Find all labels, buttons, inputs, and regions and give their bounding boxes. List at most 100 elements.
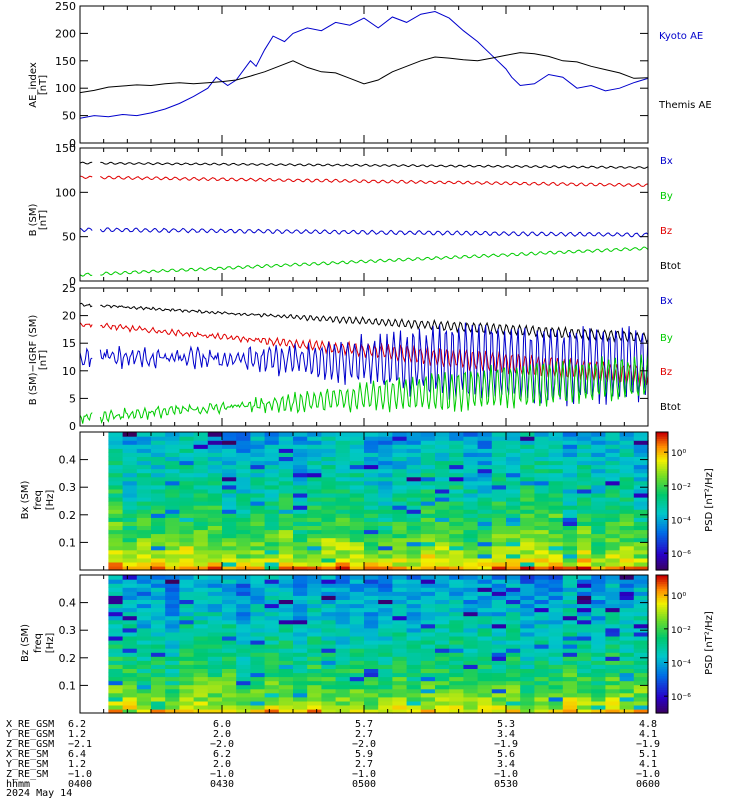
spectrogram-cell: [179, 557, 195, 563]
spectrogram-cell: [349, 656, 365, 661]
spectrogram-cell: [335, 696, 351, 702]
spectrogram-cell: [420, 656, 436, 661]
spectrogram-cell: [619, 587, 635, 592]
spectrogram-cell: [349, 448, 365, 453]
spectrogram-cell: [605, 513, 621, 518]
spectrogram-cell: [193, 676, 209, 682]
spectrogram-cell: [420, 668, 436, 674]
spectrogram-cell: [520, 579, 535, 584]
spectrogram-cell: [321, 664, 337, 669]
spectrogram-cell: [577, 480, 592, 486]
spectrogram-cell: [491, 565, 507, 571]
spectrogram-cell: [321, 583, 337, 588]
spectrogram-cell: [591, 631, 606, 637]
spectrogram-cell: [108, 488, 124, 494]
spectrogram-cell: [335, 704, 351, 710]
spectrogram-cell: [264, 639, 280, 645]
spectrogram-cell: [236, 484, 251, 490]
spectrogram-cell: [562, 708, 578, 714]
spectrogram-cell: [250, 684, 266, 690]
spectrogram-cell: [520, 615, 535, 621]
colorbar-segment: [656, 706, 668, 709]
spectrogram-cell: [307, 611, 322, 617]
spectrogram-cell: [562, 509, 578, 514]
spectrogram-cell: [236, 496, 251, 502]
spectrogram-cell: [193, 537, 209, 543]
spectrogram-cell: [619, 472, 635, 478]
spectrogram-cell: [477, 476, 493, 482]
spectrogram-cell: [165, 484, 180, 490]
spectrogram-cell: [136, 708, 152, 714]
spectrogram-cell: [378, 517, 393, 522]
spectrogram-cell: [420, 565, 436, 571]
spectrogram-cell: [633, 575, 649, 580]
spectrogram-cell: [222, 557, 237, 563]
spectrogram-cell: [392, 432, 408, 437]
spectrogram-cell: [349, 557, 365, 563]
spectrogram-cell: [108, 484, 124, 490]
spectrogram-cell: [335, 680, 351, 686]
y-tick-label: 0.3: [59, 624, 77, 637]
colorbar-segment: [656, 567, 668, 571]
spectrogram-cell: [364, 513, 379, 518]
spectrogram-cell: [506, 664, 521, 669]
spectrogram-cell: [562, 644, 578, 649]
spectrogram-cell: [449, 652, 464, 657]
spectrogram-cell: [548, 468, 564, 474]
spectrogram-cell: [435, 591, 450, 596]
spectrogram-cell: [633, 456, 649, 462]
spectrogram-cell: [179, 611, 195, 617]
spectrogram-cell: [349, 660, 365, 665]
spectrogram-cell: [619, 557, 635, 563]
spectrogram-cell: [193, 587, 209, 592]
spectrogram-cell: [477, 549, 493, 555]
spectrogram-cell: [207, 660, 223, 665]
colorbar-segment: [656, 457, 668, 461]
spectrogram-cell: [506, 676, 521, 682]
colorbar-segment: [656, 690, 668, 693]
spectrogram-cell: [491, 501, 507, 506]
y-tick-label: 0: [69, 420, 76, 433]
spectrogram-cell: [307, 549, 322, 555]
spectrogram-cell: [335, 460, 351, 466]
spectrogram-cell: [136, 639, 152, 645]
spectrogram-cell: [633, 464, 649, 470]
spectrogram-cell: [392, 501, 408, 506]
spectrogram-cell: [207, 684, 223, 690]
spectrogram-cell: [179, 529, 195, 535]
spectrogram-cell: [193, 631, 209, 637]
spectrogram-cell: [562, 684, 578, 690]
spectrogram-cell: [435, 529, 450, 535]
spectrogram-cell: [349, 517, 365, 522]
spectrogram-cell: [108, 688, 124, 694]
spectrogram-cell: [293, 509, 308, 514]
spectrogram-cell: [122, 517, 138, 522]
spectrogram-cell: [477, 496, 493, 502]
spectrogram-cell: [250, 676, 266, 682]
spectrogram-cell: [222, 432, 237, 437]
spectrogram-cell: [250, 708, 266, 714]
colorbar-segment: [656, 560, 668, 564]
spectrogram-cell: [534, 648, 550, 653]
spectrogram-cell: [222, 553, 237, 559]
spectrogram-cell: [349, 668, 365, 674]
spectrogram-cell: [222, 456, 237, 462]
spectrogram-cell: [520, 599, 535, 605]
spectrogram-cell: [207, 456, 223, 462]
spectrogram-cell: [236, 509, 251, 514]
spectrogram-cell: [591, 533, 606, 539]
spectrogram-cell: [378, 505, 393, 510]
spectrogram-cell: [435, 676, 450, 682]
spectrogram-cell: [534, 676, 550, 682]
spectrogram-cell: [222, 575, 237, 580]
spectrogram-cell: [165, 579, 180, 584]
spectrogram-cell: [165, 517, 180, 522]
spectrogram-cell: [591, 619, 606, 625]
spectrogram-cell: [207, 484, 223, 490]
spectrogram-cell: [108, 553, 124, 559]
spectrogram-cell: [449, 688, 464, 694]
spectrogram-cell: [349, 652, 365, 657]
ae-ylabel: AE_index: [28, 62, 39, 108]
spectrogram-cell: [264, 517, 280, 522]
spectrogram-cell: [577, 436, 592, 441]
